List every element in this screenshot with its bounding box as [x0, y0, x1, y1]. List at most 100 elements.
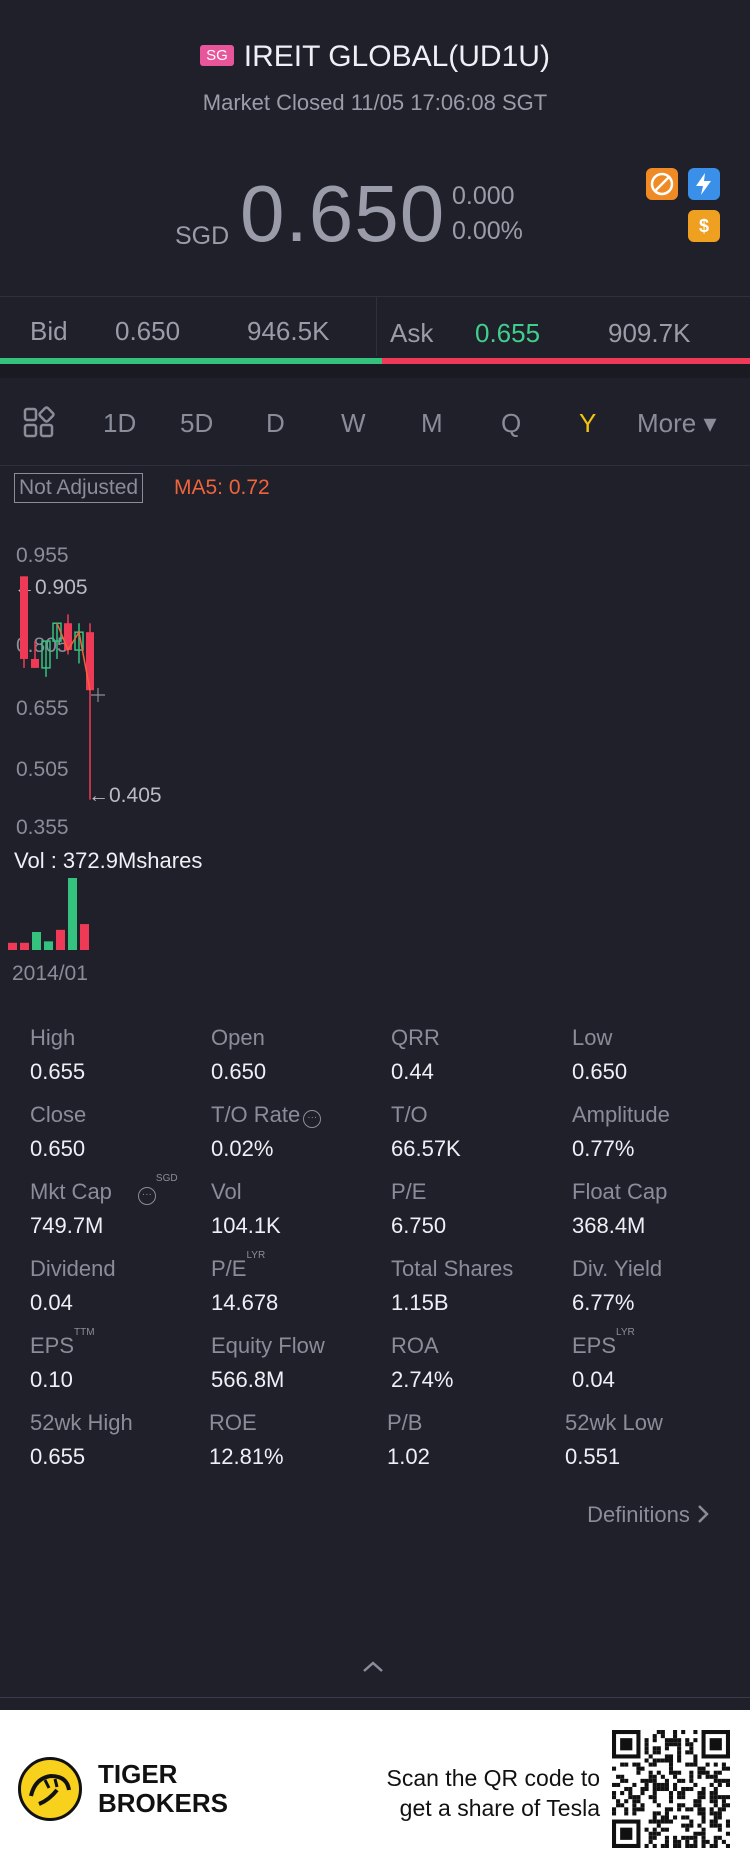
- qr-module: [689, 1843, 694, 1848]
- ask-size: 909.7K: [608, 318, 691, 348]
- stat-item: P/E 6.750: [391, 1179, 446, 1239]
- qr-module: [677, 1770, 682, 1775]
- stat-value: 104.1K: [211, 1213, 281, 1238]
- stat-label: 52wk Low: [565, 1410, 663, 1436]
- stat-item: Dividend 0.04: [30, 1256, 116, 1316]
- qr-module: [640, 1803, 645, 1808]
- candlestick-chart[interactable]: [0, 540, 140, 840]
- qr-module: [697, 1807, 702, 1812]
- stat-value: 0.02%: [211, 1136, 274, 1161]
- chart-layout-icon[interactable]: [22, 406, 56, 445]
- qr-module: [701, 1839, 706, 1844]
- qr-module: [660, 1774, 665, 1779]
- stat-label: EPS LYR: [572, 1327, 635, 1359]
- no-short-icon[interactable]: [646, 168, 678, 200]
- qr-module: [677, 1778, 682, 1783]
- qr-module: [664, 1807, 669, 1812]
- qr-module: [644, 1742, 649, 1747]
- tab-w[interactable]: W: [341, 408, 366, 438]
- qr-module: [628, 1791, 633, 1796]
- definitions-link[interactable]: Definitions: [587, 1502, 710, 1528]
- qr-code[interactable]: [612, 1730, 730, 1848]
- qr-module: [656, 1823, 661, 1828]
- stat-label-text: T/O Rate: [211, 1102, 301, 1127]
- collapse-button[interactable]: [360, 1650, 386, 1681]
- qr-module: [677, 1807, 682, 1812]
- candle-body: [86, 632, 94, 691]
- tab-m[interactable]: M: [421, 408, 443, 438]
- bid-volume-bar: [0, 358, 382, 364]
- qr-module: [636, 1770, 641, 1775]
- stat-label: Close: [30, 1102, 86, 1128]
- last-price: 0.650: [240, 169, 446, 258]
- stat-label: Open: [211, 1025, 265, 1051]
- qr-module: [652, 1778, 657, 1783]
- qr-module: [709, 1795, 714, 1800]
- more-dropdown[interactable]: More ▾: [637, 408, 717, 438]
- tab-q[interactable]: Q: [501, 408, 522, 438]
- qr-module: [689, 1823, 694, 1828]
- qr-module: [652, 1831, 657, 1836]
- qr-module: [660, 1758, 665, 1763]
- qr-module: [664, 1835, 669, 1840]
- qr-module: [705, 1770, 710, 1775]
- qr-module: [668, 1766, 674, 1771]
- volume-bar: [80, 924, 89, 950]
- qr-module: [693, 1799, 698, 1804]
- stat-item: Float Cap 368.4M: [572, 1179, 667, 1239]
- stat-superscript: TTM: [74, 1327, 95, 1338]
- qr-module: [693, 1803, 698, 1808]
- stat-value: 0.650: [572, 1059, 628, 1084]
- qr-module: [648, 1762, 653, 1767]
- stat-label: Float Cap: [572, 1179, 667, 1205]
- qr-module: [717, 1815, 722, 1820]
- lightning-icon[interactable]: [688, 168, 720, 200]
- qr-module: [620, 1791, 625, 1796]
- tab-d[interactable]: D: [266, 408, 285, 438]
- qr-module: [701, 1807, 706, 1812]
- qr-module: [685, 1738, 690, 1743]
- stat-label-text: Float Cap: [572, 1179, 668, 1204]
- tab-5d[interactable]: 5D: [180, 408, 214, 438]
- qr-module: [673, 1815, 678, 1820]
- tab-1d[interactable]: 1D: [103, 408, 137, 438]
- qr-module: [681, 1778, 686, 1783]
- qr-module: [656, 1770, 661, 1775]
- stat-label: High: [30, 1025, 75, 1051]
- qr-module: [693, 1835, 698, 1840]
- qr-module: [640, 1766, 645, 1771]
- stat-item: Div. Yield 6.77%: [572, 1256, 662, 1316]
- info-icon[interactable]: ···: [303, 1110, 322, 1128]
- qr-module: [689, 1742, 694, 1747]
- qr-module: [709, 1782, 714, 1787]
- qr-module: [685, 1839, 690, 1844]
- stat-item: ROA 2.74%: [391, 1333, 453, 1393]
- qr-module: [648, 1795, 653, 1800]
- tab-y[interactable]: Y: [579, 408, 597, 438]
- start-date-label: 2014/01: [12, 962, 88, 985]
- stat-value: 6.750: [391, 1213, 447, 1238]
- qr-module: [697, 1766, 702, 1771]
- qr-module: [725, 1795, 730, 1800]
- stat-item: High 0.655: [30, 1025, 85, 1085]
- stat-value: 0.04: [572, 1367, 615, 1392]
- info-icon[interactable]: ···: [137, 1187, 156, 1205]
- qr-module: [652, 1795, 657, 1800]
- qr-module: [725, 1766, 730, 1771]
- adjust-toggle[interactable]: Not Adjusted: [14, 473, 144, 503]
- qr-module: [717, 1823, 722, 1828]
- qr-module: [673, 1774, 678, 1779]
- stat-item: T/O 66.57K: [391, 1102, 461, 1162]
- qr-module: [697, 1795, 702, 1800]
- stat-item: Open 0.650: [211, 1025, 266, 1085]
- qr-module: [632, 1799, 637, 1804]
- qr-module: [640, 1786, 645, 1792]
- qr-module: [632, 1782, 637, 1787]
- stat-item: EPS LYR 0.04: [572, 1327, 635, 1393]
- dollar-icon[interactable]: $: [688, 210, 720, 242]
- qr-module: [713, 1815, 718, 1820]
- qr-module: [656, 1730, 661, 1735]
- high-marker: ←0.905: [14, 576, 88, 599]
- qr-module: [713, 1839, 718, 1844]
- stat-label: Dividend: [30, 1256, 116, 1282]
